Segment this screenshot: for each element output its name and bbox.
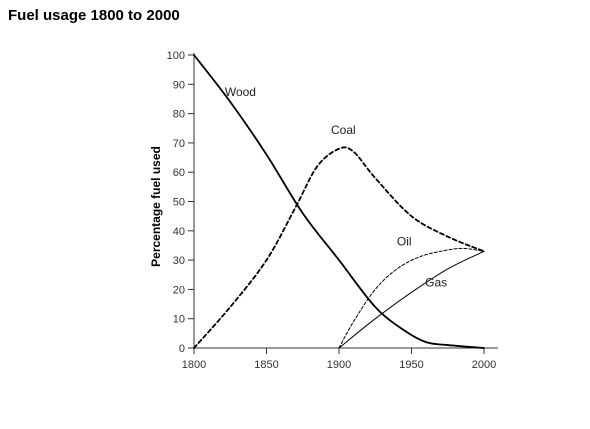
y-tick-label: 10 [173,314,185,326]
x-tick-label: 2000 [472,359,496,371]
chart-title: Fuel usage 1800 to 2000 [8,7,180,24]
y-tick-label: 80 [173,109,185,121]
y-tick-label: 60 [173,167,185,179]
series-line-wood [193,54,485,349]
y-tick-label: 90 [173,79,185,91]
y-tick-label: 30 [173,255,185,267]
series-line-gas [338,250,485,349]
y-tick-label: 100 [167,50,185,62]
series-label-gas: Gas [425,275,447,289]
axes [193,53,498,349]
y-tick-label: 0 [179,343,185,355]
series-label-coal: Coal [331,123,356,137]
series-label-wood: Wood [225,85,256,99]
x-tick-label: 1850 [254,359,278,371]
series-labels: Wood Coal Oil Gas [225,85,447,289]
y-tick-label: 20 [173,284,185,296]
x-tick-label: 1800 [182,359,206,371]
y-axis-title: Percentage fuel used [149,146,163,267]
tick-labels: 0 10 20 30 40 50 60 70 80 90 100 1800 1850 1900 1950 20… [167,50,497,371]
x-tick-label: 1950 [399,359,423,371]
y-tick-label: 40 [173,226,185,238]
series-line-coal [193,146,485,349]
y-tick-label: 50 [173,197,185,209]
series-label-oil: Oil [397,234,412,248]
tick-marks [188,54,485,354]
series-line-oil [338,247,485,349]
y-tick-label: 70 [173,138,185,150]
series-lines [193,54,485,349]
x-tick-label: 1900 [327,359,351,371]
